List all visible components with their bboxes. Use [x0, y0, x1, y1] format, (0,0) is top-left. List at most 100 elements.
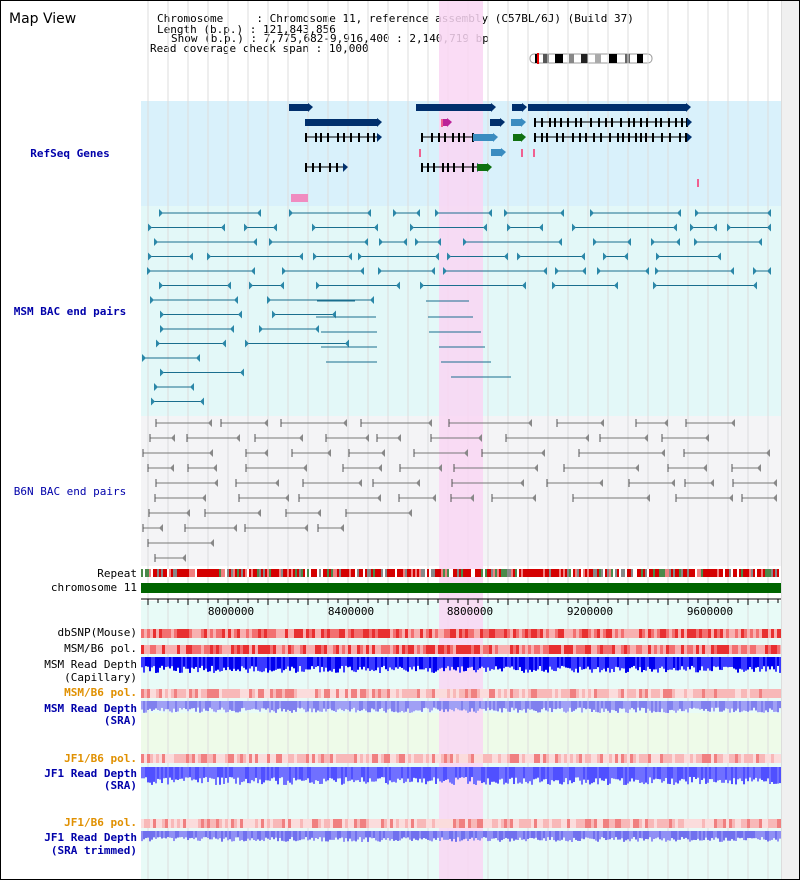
repeat-segment — [297, 569, 299, 577]
msm-depth-sra-bar — [497, 701, 499, 712]
jf1-depth-trim-bar — [565, 831, 567, 841]
vertical-scrollbar[interactable] — [781, 1, 799, 879]
msm-depth-sra-bar — [769, 701, 771, 709]
msm-b6-pol2-cell — [546, 689, 549, 698]
repeat-segment — [721, 569, 723, 577]
repeat-segment — [557, 569, 559, 577]
msm-depth-cap-bar — [239, 657, 241, 672]
gene-exon — [675, 118, 677, 127]
msm-b6-pol-cell — [369, 645, 372, 654]
b6n-bac-end — [275, 479, 279, 487]
msm-depth-cap-bar — [539, 657, 541, 667]
msm-depth-cap-bar — [385, 657, 387, 670]
gene-exon — [541, 118, 543, 127]
jf1-depth-trim-bar — [611, 831, 613, 838]
msm-b6-pol2-cell — [762, 689, 765, 698]
jf1-b6-pol-cell — [153, 754, 156, 763]
dbsnp-cell — [441, 629, 444, 638]
jf1-depth-trim-bar — [667, 831, 669, 841]
jf1-depth-trim-bar — [189, 831, 191, 839]
jf1-depth-sra-bar — [279, 767, 281, 779]
jf1-depth-trim-bar — [601, 831, 603, 838]
jf1-b6-pol2-cell — [711, 819, 714, 828]
track-canvas[interactable]: 8000000 8400000 8800000 9200000 9600000 — [1, 1, 781, 879]
jf1-depth-sra-bar — [461, 767, 463, 778]
msm-b6-pol2-cell — [189, 689, 192, 698]
repeat-segment — [661, 569, 663, 577]
b6n-bac-label: B6N BAC end pairs — [13, 485, 127, 498]
msm-b6-pol-cell — [702, 645, 705, 654]
jf1-depth-sra-bar — [619, 767, 621, 781]
msm-b6-pol-cell — [585, 645, 588, 654]
jf1-depth-trim-bar — [481, 831, 483, 839]
repeat-segment — [573, 569, 575, 577]
gene-block — [477, 164, 487, 171]
msm-depth-sra-label: MSM Read Depth — [44, 702, 137, 715]
repeat-segment — [637, 569, 639, 577]
gene-block — [473, 134, 493, 141]
msm-b6-pol2-cell — [408, 689, 411, 698]
jf1-depth-sra-bar — [581, 767, 583, 785]
jf1-b6-pol2-cell — [636, 819, 639, 828]
msm-depth-sra-bar — [213, 701, 215, 712]
repeat-segment — [447, 569, 449, 577]
msm-b6-pol-cell — [240, 645, 243, 654]
msm-b6-pol-cell — [315, 645, 318, 654]
repeat-segment — [357, 569, 359, 577]
msm-depth-cap-bar — [733, 657, 735, 669]
jf1-depth-sra-bar — [167, 767, 169, 785]
msm-depth-cap-bar — [203, 657, 205, 671]
jf1-depth-sra-bar — [241, 767, 243, 783]
msm-depth-sra-bar — [301, 701, 303, 708]
msm-b6-pol2-cell — [498, 689, 501, 698]
msm-b6-pol2-cell — [504, 689, 507, 698]
msm-depth-sra-bar — [777, 701, 779, 713]
msm-b6-pol2-cell — [264, 689, 267, 698]
jf1-b6-pol2-cell — [624, 819, 627, 828]
msm-b6-pol2-cell — [477, 689, 480, 698]
msm-depth-sra-bar — [483, 701, 485, 709]
repeat-segment — [383, 569, 385, 577]
jf1-b6-pol-cell — [345, 754, 348, 763]
jf1-depth-sra-bar — [403, 767, 405, 784]
jf1-b6-pol-cell — [672, 754, 675, 763]
msm-depth-cap-bar — [355, 657, 357, 673]
jf1-b6-pol2-cell — [162, 819, 165, 828]
msm-depth-cap-bar — [283, 657, 285, 671]
msm-depth-cap-bar — [735, 657, 737, 670]
jf1-b6-pol-cell — [678, 754, 681, 763]
msm-depth-sra-bar — [425, 701, 427, 708]
jf1-depth-sra-bar — [765, 767, 767, 782]
msm-depth-sra-bar — [255, 701, 257, 710]
jf1-b6-pol-cell — [363, 754, 366, 763]
jf1-b6-pol-cell — [729, 754, 732, 763]
jf1-b6-pol2-cell — [300, 819, 303, 828]
dbsnp-cell — [639, 629, 642, 638]
msm-b6-pol-cell — [147, 645, 150, 654]
dbsnp-cell — [684, 629, 687, 638]
msm-b6-pol2-cell — [156, 689, 159, 698]
msm-depth-sra-bar — [369, 701, 371, 713]
b6n-bac-end — [264, 449, 268, 457]
msm-b6-pol2-cell — [366, 689, 369, 698]
dbsnp-cell — [777, 629, 780, 638]
jf1-depth-trim-bar — [371, 831, 373, 839]
jf1-depth-trim-bar — [395, 831, 397, 841]
gene-exon — [600, 133, 602, 142]
msm-bac-end — [504, 209, 508, 217]
msm-bac-end — [627, 238, 631, 246]
jf1-b6-pol2-cell — [702, 819, 705, 828]
msm-b6-pol-cell — [594, 645, 597, 654]
jf1-depth-sra-bar — [607, 767, 609, 785]
msm-depth-sra-bar — [279, 701, 281, 709]
repeat-segment — [153, 569, 155, 577]
msm-depth-sra-bar — [713, 701, 715, 712]
dbsnp-cell — [621, 629, 624, 638]
msm-depth-sra-bar — [461, 701, 463, 711]
jf1-b6-pol-cell — [414, 754, 417, 763]
jf1-b6-pol2-cell — [603, 819, 606, 828]
msm-depth-sra-bar — [521, 701, 523, 711]
msm-depth-sra-bar — [413, 701, 415, 712]
chromosome-ideogram[interactable] — [529, 53, 654, 65]
jf1-b6-pol-cell — [477, 754, 480, 763]
